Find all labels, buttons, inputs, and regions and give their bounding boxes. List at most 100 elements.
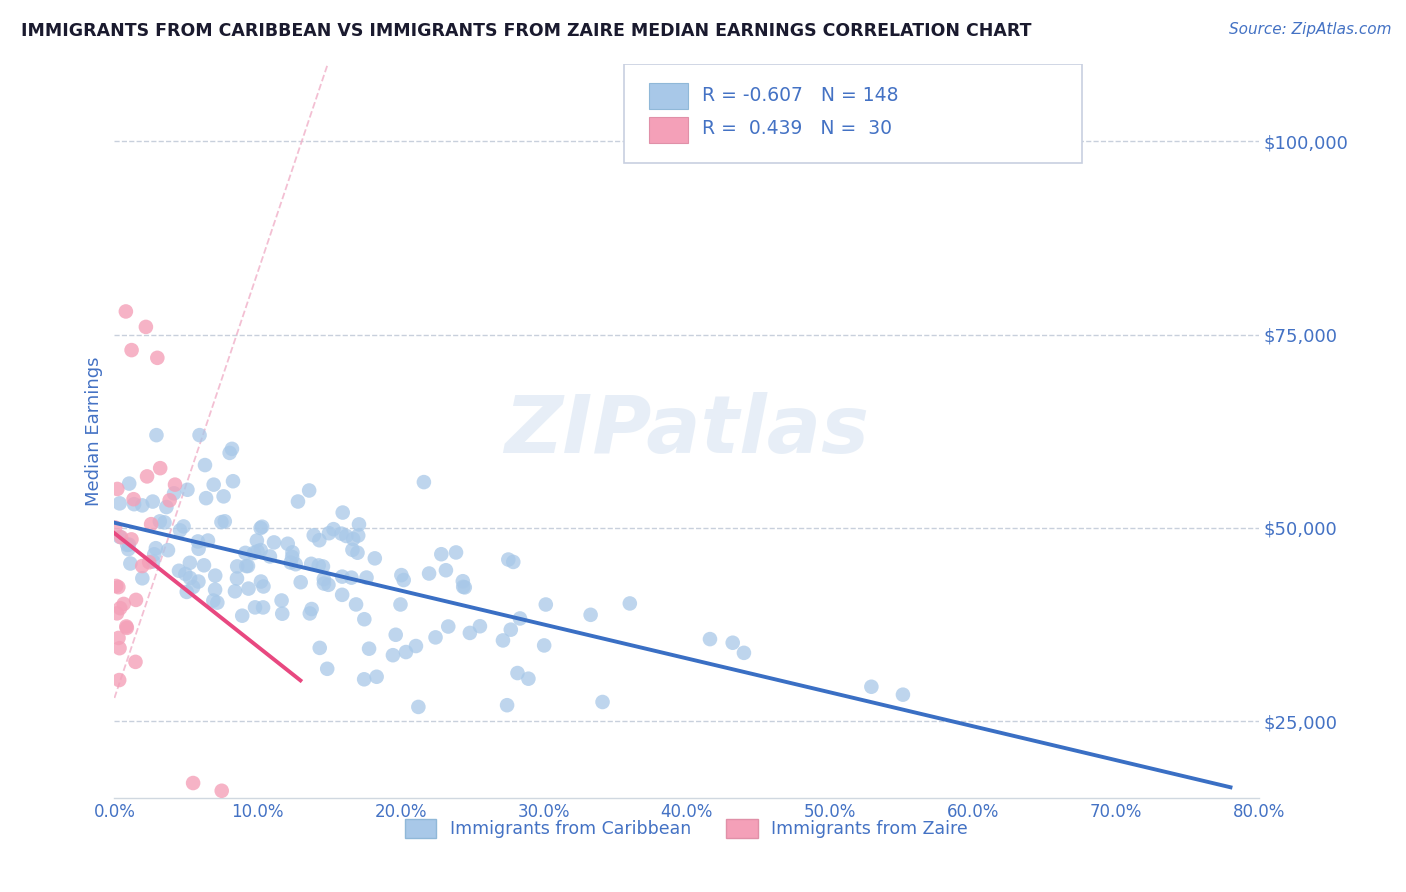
Point [281,549,304,564]
Point [193,558,215,573]
Point [277,537,299,551]
Point [249,521,271,535]
Point [308,533,330,548]
Point [105,579,128,593]
Point [121,533,143,547]
Text: R = -0.607   N = 148: R = -0.607 N = 148 [702,87,898,105]
Point [353,673,375,687]
Point [153,516,176,530]
Point [107,580,129,594]
Point [163,486,186,500]
Point [444,545,467,559]
Point [468,619,491,633]
Point [347,528,370,542]
Point [330,526,353,541]
Point [108,673,131,687]
Point [408,700,430,714]
Point [302,528,325,542]
Point [197,533,219,548]
Point [299,557,322,571]
Point [384,628,406,642]
Point [721,636,744,650]
Point [364,551,387,566]
Point [143,547,166,561]
Point [891,688,914,702]
Point [181,580,204,594]
Point [195,491,218,505]
Point [104,520,127,534]
Point [250,519,273,533]
Point [389,568,412,582]
Point [249,543,271,558]
Point [335,529,357,543]
FancyBboxPatch shape [624,64,1081,163]
Point [231,608,253,623]
Point [342,542,364,557]
Point [138,555,160,569]
Point [395,645,418,659]
Point [308,558,330,573]
Point [418,566,440,581]
Point [502,555,524,569]
Point [194,458,217,472]
Point [499,623,522,637]
Point [250,574,273,589]
Point [498,552,520,566]
Point [108,530,131,544]
Point [366,670,388,684]
Point [149,514,172,528]
FancyBboxPatch shape [650,117,688,143]
Point [506,666,529,681]
Point [492,633,515,648]
Point [246,533,269,548]
Point [120,557,142,571]
Point [246,544,269,558]
Point [179,571,201,585]
Point [298,483,321,498]
Point [149,461,172,475]
Point [211,783,233,797]
Point [316,662,339,676]
Point [353,612,375,626]
Point [156,543,179,558]
Point [318,578,340,592]
Point [221,442,243,456]
Point [330,569,353,583]
Point [121,343,143,357]
Point [125,593,148,607]
Point [252,579,274,593]
Point [451,574,474,589]
Point [226,571,249,585]
Point [263,535,285,549]
Point [187,541,209,556]
Point [167,564,190,578]
Point [173,519,195,533]
Point [233,546,256,560]
Point [496,698,519,713]
Point [280,556,302,570]
Point [243,546,266,560]
Point [214,514,236,528]
Point [131,571,153,585]
Point [389,598,412,612]
Point [179,556,201,570]
Point [437,619,460,633]
Point [226,559,249,574]
Point [534,598,557,612]
Point [284,558,307,572]
Point [592,695,614,709]
Point [176,483,198,497]
Point [425,631,447,645]
Point [509,611,531,625]
Point [187,574,209,589]
Point [298,607,321,621]
Point [188,428,211,442]
Point [312,572,335,586]
Point [218,446,240,460]
Point [124,655,146,669]
Point [301,602,323,616]
Point [281,545,304,559]
Point [159,493,181,508]
Point [131,499,153,513]
Point [131,559,153,574]
